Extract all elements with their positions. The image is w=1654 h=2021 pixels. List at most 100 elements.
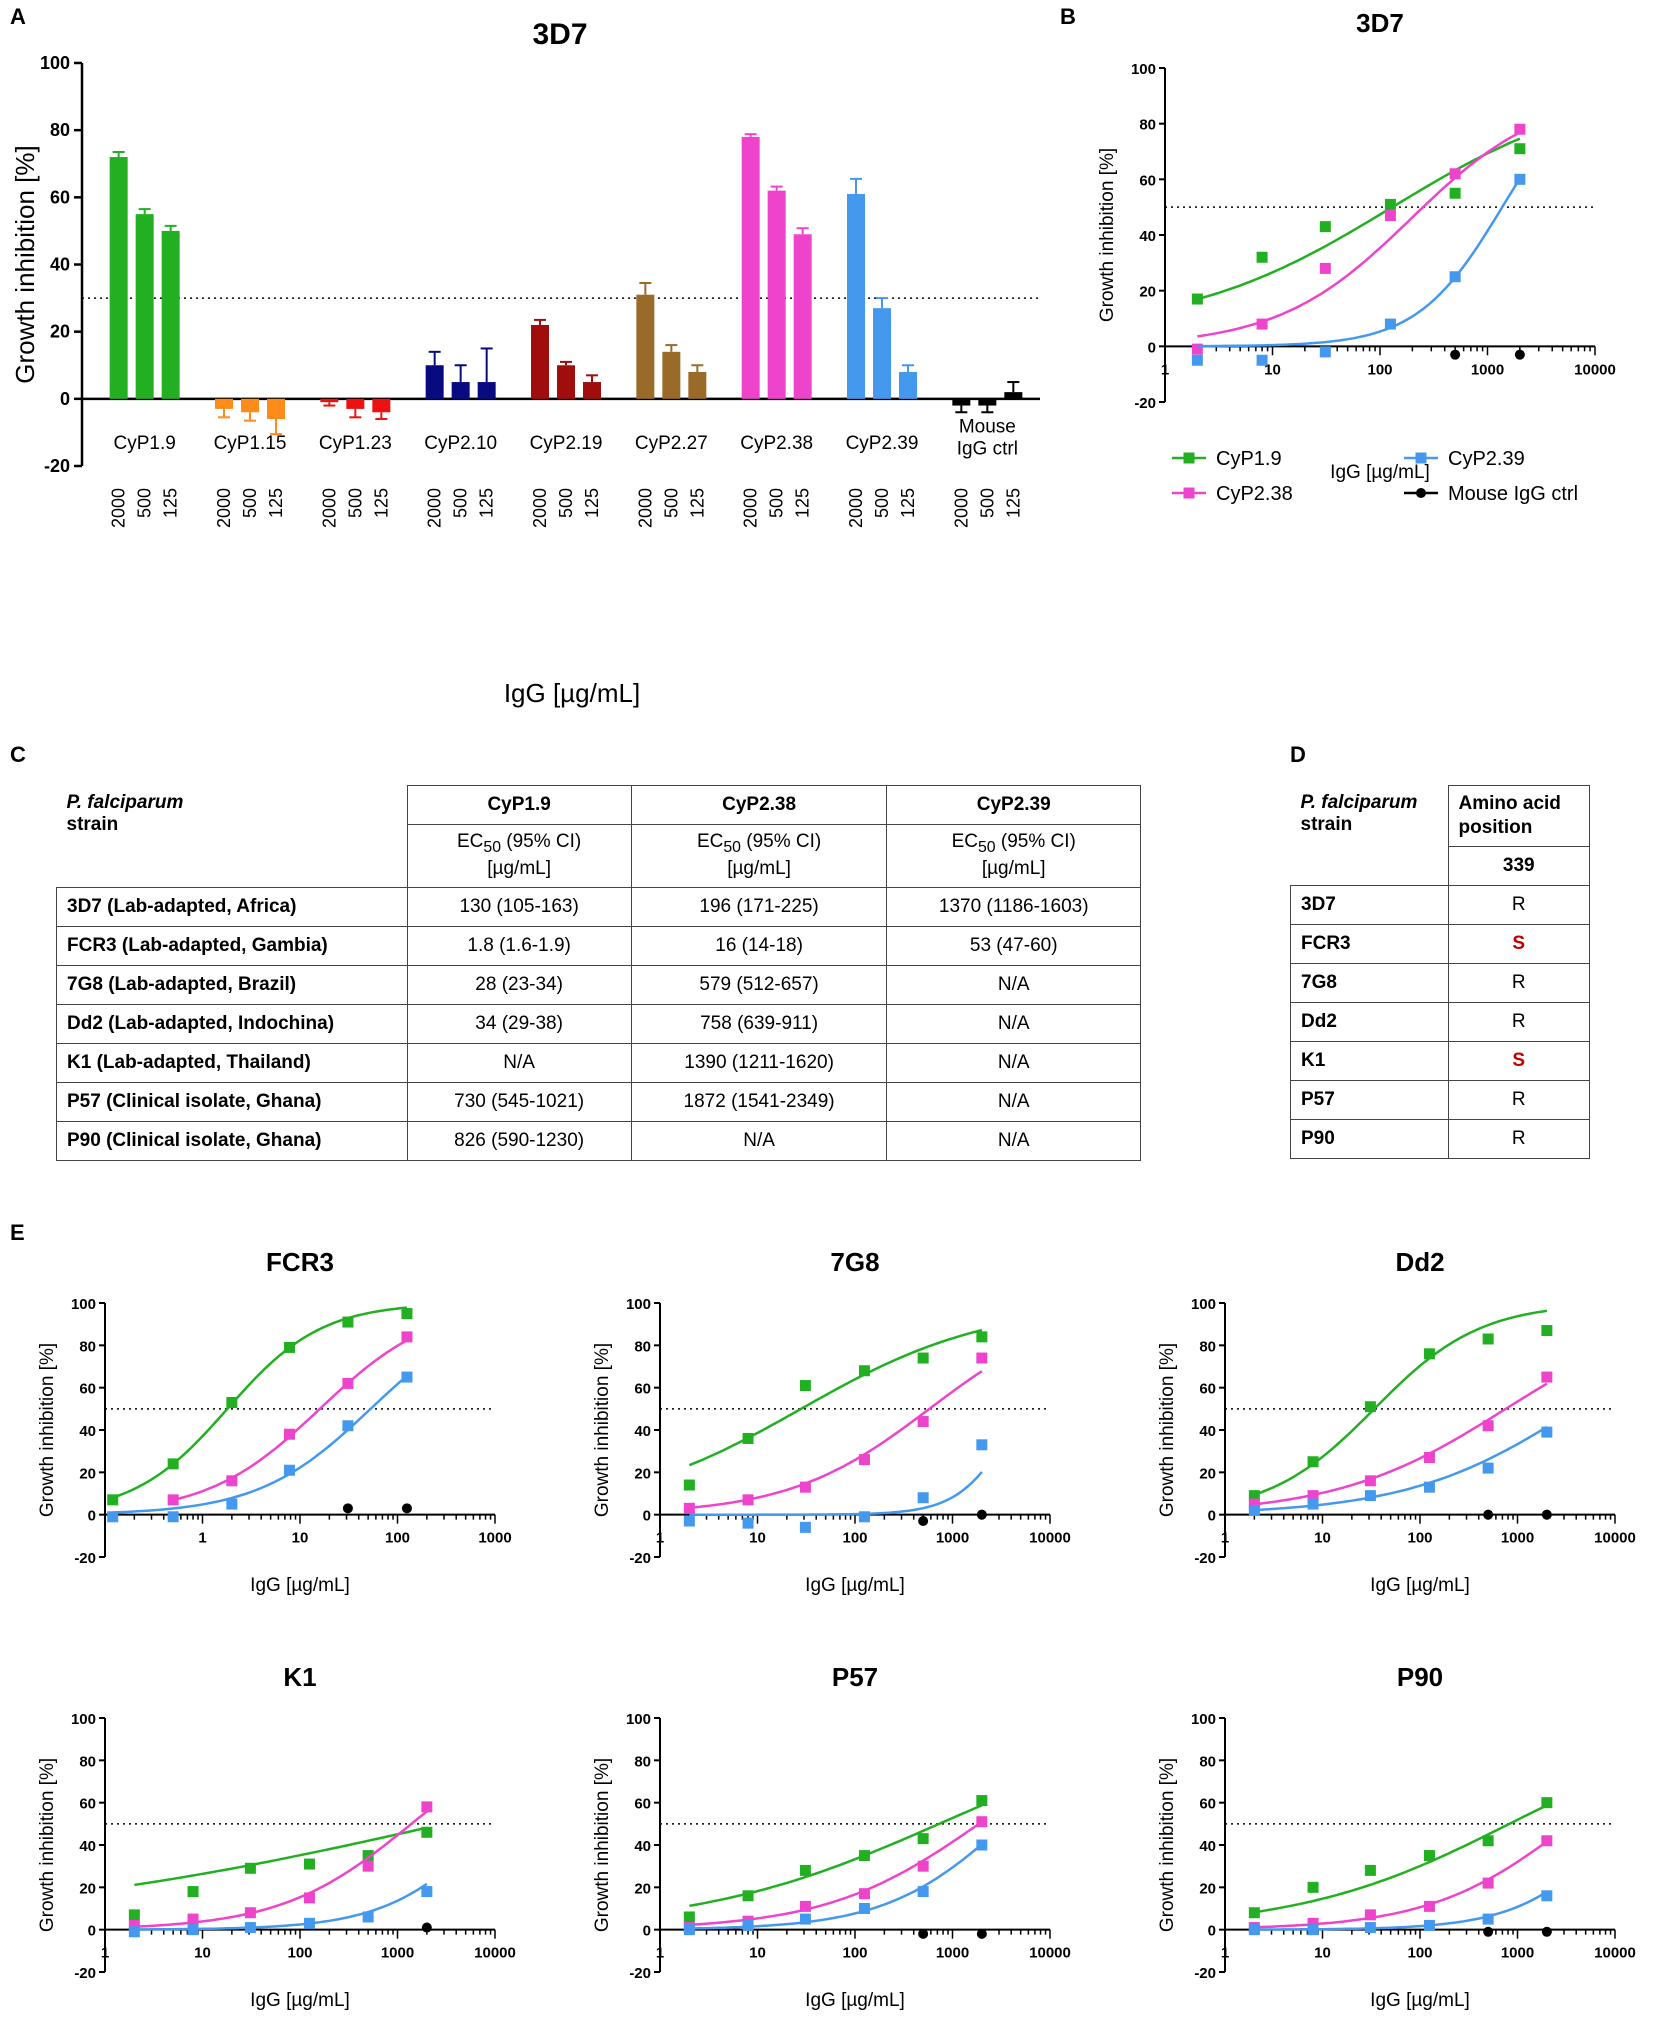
legend-marker	[1416, 488, 1426, 498]
data-point	[283, 1428, 295, 1440]
chart-title: 7G8	[830, 1247, 879, 1277]
data-point	[742, 1432, 754, 1444]
data-point	[683, 1515, 695, 1527]
data-point	[799, 1521, 811, 1533]
data-point	[362, 1911, 374, 1923]
fit-curve	[1197, 177, 1521, 348]
strain-cell: 7G8	[1290, 962, 1449, 1003]
data-point	[683, 1911, 695, 1923]
legend-label: Mouse IgG ctrl	[1448, 483, 1578, 505]
x-tick-label: 1	[1221, 1530, 1229, 1547]
fit-curve	[689, 1471, 983, 1516]
strain-header-italic: P. falciparum	[66, 791, 184, 813]
y-tick-label: 100	[1191, 1711, 1216, 1728]
bar	[161, 230, 180, 399]
x-tick-label: 125	[1003, 488, 1023, 518]
data-point	[167, 1458, 179, 1470]
chart-title: Dd2	[1395, 1247, 1444, 1277]
table-row: 3D7 (Lab-adapted, Africa) 130 (105-163) 19…	[56, 886, 1141, 927]
x-tick-label: 500	[872, 488, 892, 518]
data-point	[342, 1503, 353, 1514]
panel-letter-b: B	[1060, 4, 1076, 29]
y-axis-label: Growth inhibition [%]	[592, 1758, 613, 1932]
data-point	[421, 1826, 433, 1838]
x-tick-label: 10	[292, 1530, 309, 1547]
data-point	[917, 1833, 929, 1845]
amino-acid-cell: R	[1447, 884, 1590, 925]
table-row: P90 (Clinical isolate, Ghana) 826 (590-12…	[56, 1120, 1141, 1161]
amino-acid-table: P. falciparum strain Amino acid position …	[1290, 785, 1590, 1159]
group-label: Mouse IgG ctrl	[957, 416, 1018, 459]
y-tick-label: 40	[1199, 1838, 1216, 1855]
data-point	[1384, 210, 1396, 222]
y-tick-label: 100	[1191, 1296, 1216, 1313]
fit-curve	[134, 1882, 428, 1931]
y-tick-label: -20	[1194, 1965, 1216, 1982]
x-axis-label: IgG [µg/mL]	[1330, 462, 1430, 483]
data-point	[1384, 198, 1396, 210]
chart-title: 3D7	[1356, 8, 1404, 38]
ec50-subheader: EC50 (95% CI) [µg/mL]	[630, 824, 888, 888]
x-tick-label: 1000	[936, 1530, 969, 1547]
data-point	[1541, 1797, 1553, 1809]
data-point	[976, 1928, 987, 1939]
data-point	[187, 1886, 199, 1898]
fit-curve	[1254, 1804, 1548, 1914]
data-point	[799, 1900, 811, 1912]
bar	[557, 365, 575, 399]
amino-acid-cell: R	[1447, 962, 1590, 1003]
y-tick-label: 0	[1208, 1508, 1216, 1525]
y-tick-label: 40	[1139, 228, 1156, 245]
y-tick-label: 60	[1199, 1381, 1216, 1398]
ec50-cell: 826 (590-1230)	[406, 1120, 632, 1161]
data-point	[1482, 1877, 1494, 1889]
data-point	[244, 1862, 256, 1874]
panel-letter-a: A	[10, 4, 26, 29]
amino-acid-cell: R	[1447, 1079, 1590, 1120]
data-point	[1514, 123, 1526, 135]
x-tick-label: 500	[451, 488, 471, 518]
data-point	[167, 1511, 179, 1523]
y-tick-label: -20	[1134, 395, 1156, 412]
data-point	[1423, 1900, 1435, 1912]
y-tick-label: 80	[79, 1338, 96, 1355]
bar	[741, 136, 760, 399]
x-axis-label: IgG [µg/mL]	[805, 1990, 905, 2011]
col-header-cyp2-39: CyP2.39	[886, 785, 1141, 825]
amino-acid-cell: R	[1447, 1118, 1590, 1159]
dose-response-chart-k1: K1 -20 0 20 40 60 80 100 Growth inhibition [%] 1 1…	[37, 1662, 516, 2011]
data-point	[362, 1850, 374, 1862]
bar	[636, 294, 655, 399]
panel-letter-e: E	[10, 1220, 25, 1245]
x-tick-label: 1	[1221, 1945, 1229, 1962]
fit-curve	[1254, 1382, 1548, 1506]
x-tick-label: 2000	[635, 488, 655, 528]
data-point	[917, 1492, 929, 1504]
data-point	[401, 1331, 413, 1343]
x-tick-label: 1000	[478, 1530, 511, 1547]
data-point	[421, 1886, 433, 1898]
data-point	[1319, 346, 1331, 358]
group-label-line: IgG ctrl	[957, 438, 1018, 459]
ec50-cell: 1370 (1186-1603)	[886, 886, 1141, 927]
y-tick-label: 80	[1199, 1338, 1216, 1355]
table-row: K1 (Lab-adapted, Thailand) N/A 1390 (1211-…	[56, 1042, 1141, 1083]
data-point	[1364, 1490, 1376, 1502]
data-point	[1483, 1926, 1494, 1937]
table-row: FCR3 (Lab-adapted, Gambia) 1.8 (1.6-1.9) 1…	[56, 925, 1141, 966]
data-point	[1307, 1490, 1319, 1502]
data-point	[128, 1926, 140, 1938]
y-tick-label: 20	[1199, 1880, 1216, 1897]
chart-title: 3D7	[532, 18, 587, 51]
ec50-cell: N/A	[630, 1120, 888, 1161]
y-tick-label: 60	[50, 187, 70, 207]
col-header-cyp2-38: CyP2.38	[630, 785, 888, 825]
x-tick-label: 125	[793, 488, 813, 518]
data-point	[1364, 1922, 1376, 1934]
data-point	[742, 1517, 754, 1529]
bar	[952, 398, 971, 406]
bar	[583, 382, 601, 399]
x-tick-label: 1000	[1501, 1530, 1534, 1547]
group-label: CyP2.38	[740, 433, 813, 454]
y-tick-label: -20	[629, 1550, 651, 1567]
